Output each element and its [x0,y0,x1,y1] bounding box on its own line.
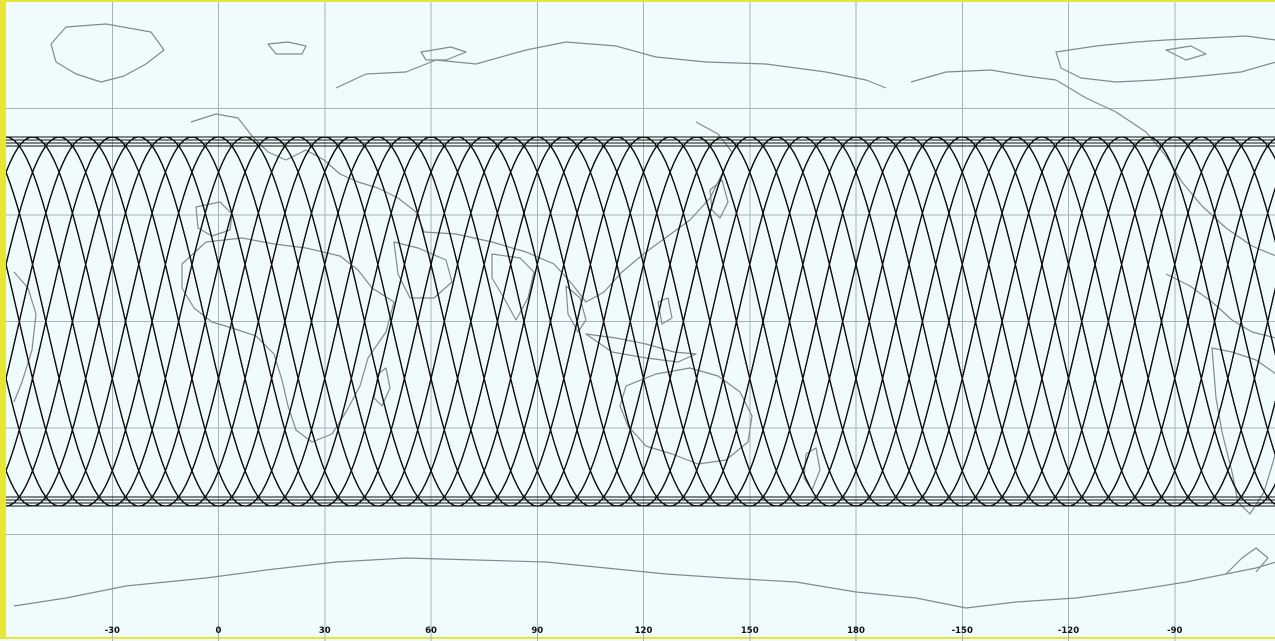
longitude-tick-label: 60 [425,626,437,636]
philippines-coast [657,297,673,325]
longitude-tick-label: -120 [1058,626,1079,636]
graticule [6,2,1275,641]
india-coast [491,253,535,321]
longitude-tick-label: 180 [847,626,865,636]
longitude-tick-label: -150 [952,626,973,636]
central-america-coast [1165,273,1275,339]
svalbard-coast [267,41,307,55]
europe-coast [190,113,425,233]
longitude-tick-label: 0 [216,626,222,636]
antarctic-peninsula-coast [1225,547,1269,575]
longitude-tick-label: 120 [635,626,653,636]
map-canvas: -30 0 30 60 90 120 150 180 -150 -120 -90 [6,2,1275,641]
japan-coast [709,179,729,219]
arctic-island-coast [1165,45,1207,61]
greenland-coast [50,23,165,83]
arabia-coast [393,241,453,299]
south-america-coast [1211,347,1275,515]
new-zealand-coast [803,447,821,491]
longitude-tick-label: 150 [741,626,759,636]
ground-track-pass [6,136,1275,507]
ground-track-pass [6,136,1275,507]
longitude-axis: -30 0 30 60 90 120 150 180 -150 -120 -90 [105,626,1183,636]
ground-track-pass [6,136,1275,507]
ground-track-pass [6,136,1275,507]
coastlines [13,23,1275,609]
west-africa-edge-coast [13,271,37,403]
longitude-tick-label: 90 [531,626,543,636]
longitude-tick-label: 30 [319,626,331,636]
alaska-coast [910,69,1057,83]
madagascar-coast [373,367,391,407]
siberia-coast [335,41,887,89]
coverage-band-edges [6,136,1275,507]
africa-coast [181,237,395,443]
longitude-tick-label: -90 [1167,626,1182,636]
canadian-archipelago-coast [1055,35,1275,83]
longitude-tick-label: -30 [105,626,120,636]
iberia-coast [195,201,233,237]
novaya-zemlya-coast [420,46,467,61]
southeast-asia-coast [565,285,587,333]
antarctica-coast [13,557,1275,609]
ground-track-pass [6,136,1275,507]
ground-track-pass [6,136,1275,507]
